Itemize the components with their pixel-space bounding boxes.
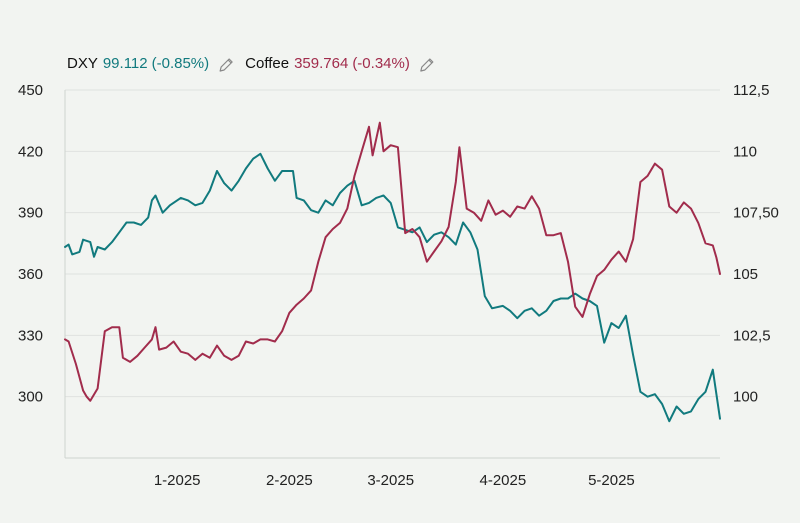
legend: DXY 99.112 (-0.85%) Coffee 359.764 (-0.34%) <box>67 55 434 72</box>
x-tick-label: 1-2025 <box>154 472 201 489</box>
y-right-tick-label: 105 <box>733 266 758 283</box>
y-left-tick-label: 300 <box>18 389 43 406</box>
y-left-tick-label: 390 <box>18 205 43 222</box>
pencil-icon-band <box>428 59 433 64</box>
y-left-tick-label: 420 <box>18 143 43 160</box>
legend-value: 359.764 <box>294 55 348 72</box>
legend-change: (-0.85%) <box>152 55 210 72</box>
x-tick-label: 2-2025 <box>266 472 313 489</box>
x-tick-label: 5-2025 <box>588 472 635 489</box>
pencil-icon-band <box>227 59 232 64</box>
y-right-tick-label: 110 <box>733 143 757 160</box>
series-line-coffee <box>64 121 721 402</box>
y-right-tick-label: 100 <box>733 389 758 406</box>
x-tick-label: 4-2025 <box>480 472 527 489</box>
y-axis-right: 100 102,5 105 107,50 110 112,5 <box>733 82 779 406</box>
legend-name: DXY <box>67 55 98 72</box>
legend-item-coffee: Coffee 359.764 (-0.34%) <box>245 55 434 72</box>
x-tick-label: 3-2025 <box>367 472 414 489</box>
series-group <box>64 121 721 423</box>
y-right-tick-label: 112,5 <box>733 82 769 99</box>
legend-item-dxy: DXY 99.112 (-0.85%) <box>67 55 233 72</box>
y-right-tick-label: 102,5 <box>733 327 771 344</box>
y-right-tick-label: 107,50 <box>733 205 779 222</box>
pencil-icon <box>219 58 233 72</box>
y-left-tick-label: 330 <box>18 327 43 344</box>
legend-value: 99.112 <box>103 55 148 72</box>
y-left-tick-label: 450 <box>18 82 43 99</box>
grid <box>65 89 720 398</box>
legend-change: (-0.34%) <box>352 55 410 72</box>
x-axis: 1-2025 2-2025 3-2025 4-2025 5-2025 <box>65 457 720 489</box>
y-left-tick-label: 360 <box>18 266 43 283</box>
series-line-dxy <box>64 152 721 423</box>
pencil-icon-body <box>420 58 434 72</box>
pencil-icon <box>420 58 434 72</box>
legend-name: Coffee <box>245 55 289 72</box>
y-axis-left: 300 330 360 390 420 450 <box>18 82 66 458</box>
